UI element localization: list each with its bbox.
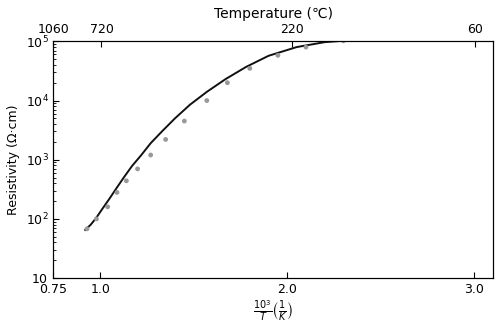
- Point: [83, 226, 91, 231]
- Point: [203, 98, 211, 103]
- Point: [302, 45, 310, 50]
- Point: [113, 190, 121, 195]
- Point: [180, 118, 188, 124]
- Point: [122, 178, 130, 183]
- Point: [92, 216, 100, 221]
- Point: [246, 66, 254, 71]
- X-axis label: Temperature (℃): Temperature (℃): [214, 7, 332, 21]
- Y-axis label: Resistivity (Ω·cm): Resistivity (Ω·cm): [7, 105, 20, 215]
- Point: [224, 80, 232, 85]
- Point: [134, 166, 141, 172]
- Point: [340, 38, 347, 44]
- Point: [274, 53, 282, 58]
- Point: [104, 204, 112, 210]
- X-axis label: $\frac{10^3}{T}\left(\frac{1}{K}\right)$: $\frac{10^3}{T}\left(\frac{1}{K}\right)$: [253, 299, 294, 323]
- Point: [146, 152, 154, 158]
- Point: [162, 137, 170, 142]
